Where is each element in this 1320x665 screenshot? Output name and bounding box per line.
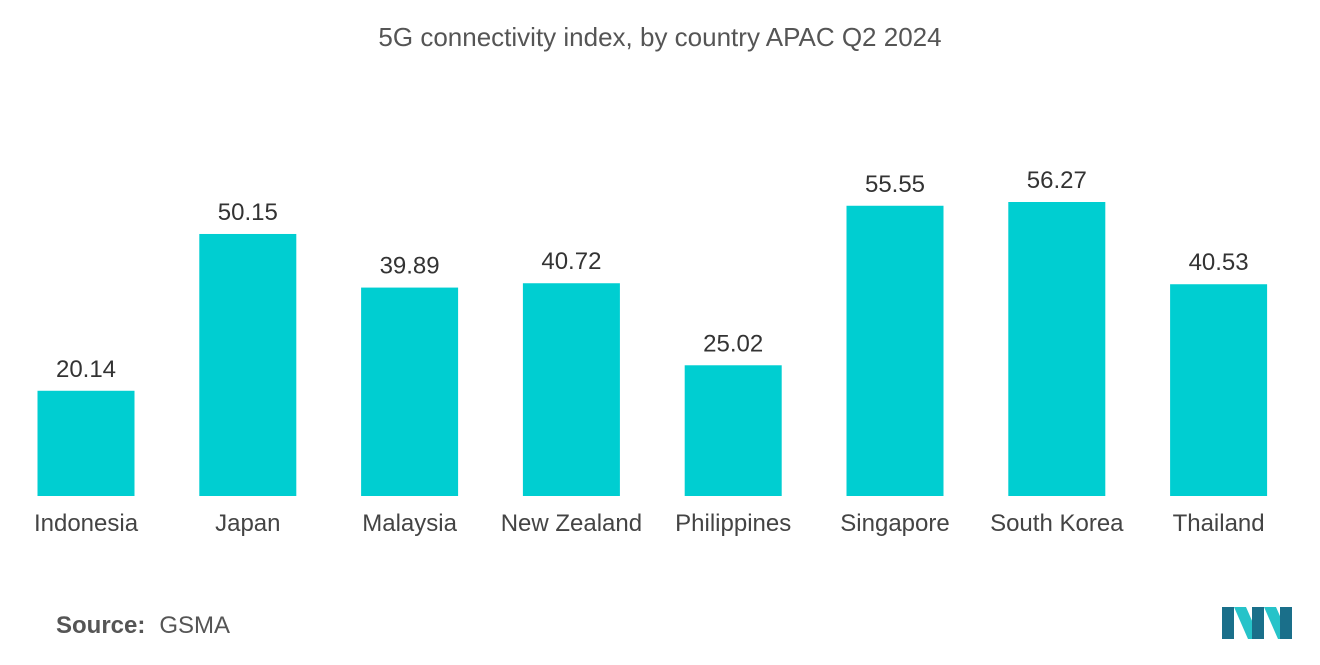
bar-japan xyxy=(199,233,297,496)
bar-indonesia xyxy=(37,390,135,496)
value-label-philippines: 25.02 xyxy=(703,330,763,357)
category-label-japan: Japan xyxy=(215,510,280,537)
value-label-south-korea: 56.27 xyxy=(1027,167,1087,194)
category-label-thailand: Thailand xyxy=(1173,510,1265,537)
chart-title: 5G connectivity index, by country APAC Q… xyxy=(378,22,942,52)
mordor-intelligence-logo-icon xyxy=(1222,607,1292,639)
bar-new-zealand xyxy=(522,283,620,496)
value-label-japan: 50.15 xyxy=(218,199,278,226)
bar-malaysia xyxy=(361,287,459,496)
source-label: Source: xyxy=(56,612,146,639)
category-label-south-korea: South Korea xyxy=(990,510,1124,537)
value-labels-group: 20.14 50.15 39.89 40.72 25.02 55.55 56.27 40.53 xyxy=(56,167,1249,383)
bar-thailand xyxy=(1170,284,1268,496)
bars-group xyxy=(37,202,1268,497)
bar-singapore xyxy=(846,205,944,497)
category-label-malaysia: Malaysia xyxy=(362,510,457,537)
bar-south-korea xyxy=(1008,202,1106,496)
value-label-new-zealand: 40.72 xyxy=(541,248,601,275)
value-label-indonesia: 20.14 xyxy=(56,356,116,383)
category-label-indonesia: Indonesia xyxy=(34,510,139,537)
source-note: Source: GSMA xyxy=(56,612,230,640)
source-value: GSMA xyxy=(159,612,231,639)
category-label-singapore: Singapore xyxy=(840,510,949,537)
category-label-philippines: Philippines xyxy=(675,510,791,537)
bar-philippines xyxy=(684,365,782,496)
value-label-malaysia: 39.89 xyxy=(380,253,440,280)
value-label-thailand: 40.53 xyxy=(1189,249,1249,276)
category-labels-group: Indonesia Japan Malaysia New Zealand Philipp… xyxy=(34,510,1265,537)
bar-chart: 20.14 50.15 39.89 40.72 25.02 55.55 56.27 40.53… xyxy=(34,167,1268,537)
value-label-singapore: 55.55 xyxy=(865,171,925,198)
category-label-new-zealand: New Zealand xyxy=(501,510,642,537)
